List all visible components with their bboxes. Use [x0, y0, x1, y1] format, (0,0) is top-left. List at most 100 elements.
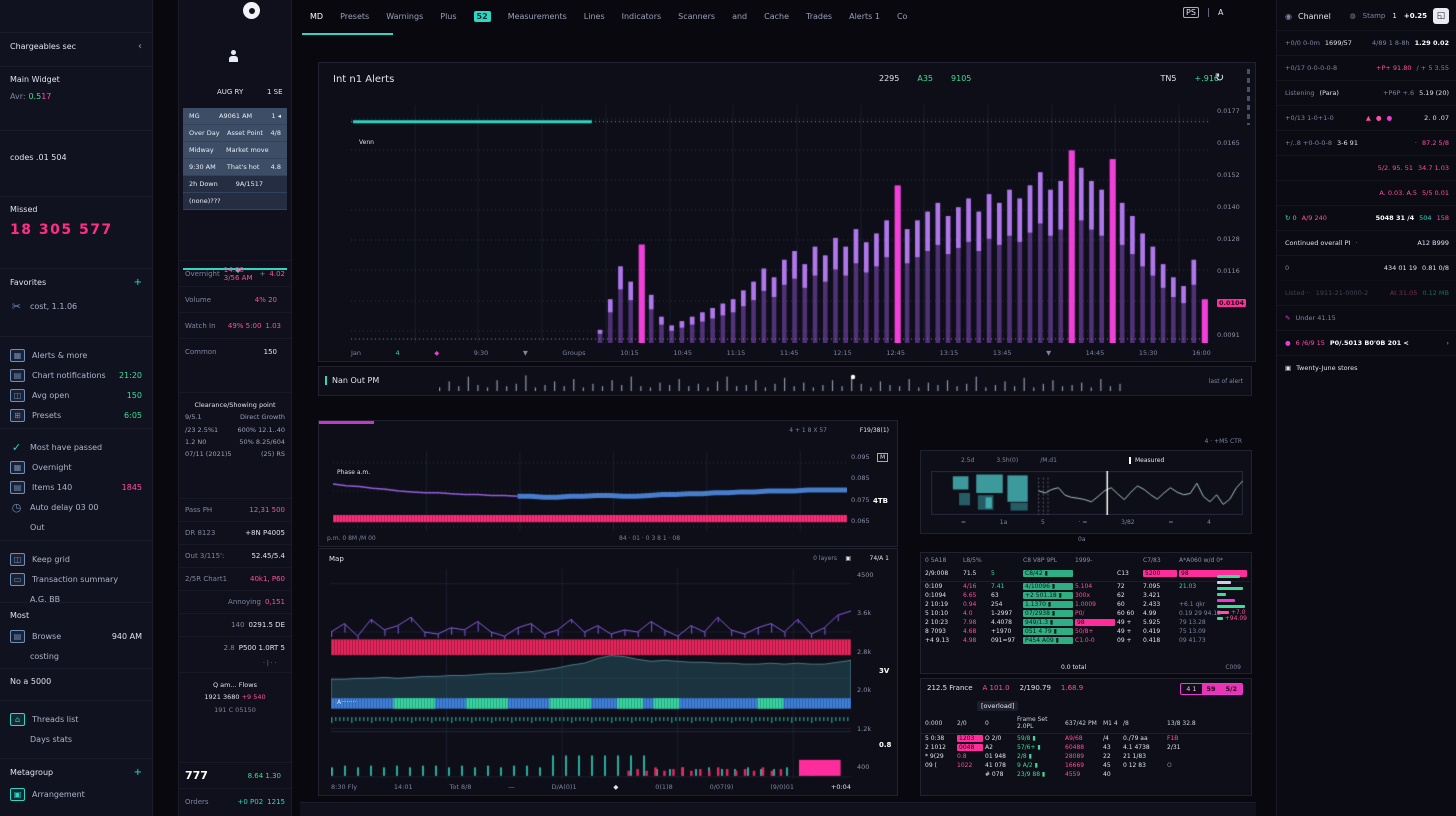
- sidebar-item[interactable]: ◷ Auto delay 03 00: [10, 497, 142, 517]
- order-row[interactable]: ✎ Under 41.15: [1277, 305, 1456, 330]
- order-row[interactable]: +0/0 0-0m 1699/57 4/89 1 8-8h 1.29 0.02: [1277, 30, 1456, 55]
- sidebar-item[interactable]: ▦ Overnight: [10, 457, 142, 477]
- metric-row[interactable]: Common 150: [179, 338, 291, 364]
- stat-row[interactable]: 2/5R Chart1 40k1, P60: [179, 567, 291, 590]
- footer-row[interactable]: 777 8.64 1.30: [179, 762, 291, 788]
- stat-row[interactable]: 2.8 P500 1.0RT 5: [179, 636, 291, 659]
- cell: 23/9 88 ▮: [1017, 771, 1046, 778]
- order-row[interactable]: A. 0.03. A.5 5/5 0.01: [1277, 180, 1456, 205]
- stat-row[interactable]: Annoying 0,151: [179, 590, 291, 613]
- order-row[interactable]: ▣ Twenty-June stores: [1277, 355, 1456, 380]
- order-row[interactable]: +/..8 +0-0-0-8 3-6 91 · 87.2 5/8: [1277, 130, 1456, 155]
- table-row[interactable]: * 9(29 0.8 01 948 2/8 ▮ 28089 22 21 1/83: [921, 752, 1251, 761]
- sidebar-item[interactable]: ◫ Keep grid: [10, 549, 142, 569]
- mini1-tools[interactable]: 4 + 1 8 X 57: [789, 427, 827, 434]
- stat-row[interactable]: 140 0291.5 DE: [179, 613, 291, 636]
- collapse-icon[interactable]: ‹: [138, 41, 142, 52]
- sidebar-item[interactable]: Days stats: [10, 729, 142, 749]
- nav-tab[interactable]: and: [732, 11, 748, 21]
- stat-row[interactable]: Pass PH 12,31 500: [179, 498, 291, 521]
- filter-button[interactable]: 4 1: [1186, 685, 1197, 693]
- mini1-canvas[interactable]: [333, 451, 847, 531]
- nav-tab[interactable]: Lines: [583, 11, 605, 21]
- sidebar-item[interactable]: ⌂ Threads list: [10, 709, 142, 729]
- nav-tab[interactable]: Indicators: [621, 11, 662, 21]
- table-row[interactable]: 2 10:23 7.98 4.4078 949/1.3 ▮ 98 49 + 5.925 79 …: [921, 618, 1251, 627]
- table-row[interactable]: 2/9:008 71.5 5 C8/42 ▮ C13 5200 98: [921, 569, 1251, 578]
- table-row[interactable]: 2 10:19 0.94 254 1.1370 ▮ 1.0009 60 2.433 +6.1 …: [921, 600, 1251, 609]
- order-row[interactable]: +0/17 0-0-0-0-8 +P+ 91.80 / + 5 3.55: [1277, 55, 1456, 80]
- metric-row[interactable]: Watch In 49% 5:00 1.03: [179, 312, 291, 338]
- order-row[interactable]: Listening (Para) +P6P +.6 5.19 (20): [1277, 80, 1456, 105]
- nav-tab[interactable]: Cache: [764, 11, 790, 21]
- sidebar-item[interactable]: ▣ Arrangement: [10, 784, 142, 804]
- table-row[interactable]: 8 7093 4.68 +1970 051 4 79 ▮ 50/8+ 49 + 0.419 7…: [921, 627, 1251, 636]
- nav-tab[interactable]: Measurements: [507, 11, 567, 21]
- watchlist-row[interactable]: MG A9061 AM 1 ◂: [183, 108, 287, 125]
- main-chart-canvas[interactable]: [351, 105, 1211, 343]
- sidebar-item[interactable]: ▤ Browse 940 AM: [10, 626, 142, 646]
- order-row[interactable]: Listed··· 1911-21-0000-2 At 31.05 0.12 MB: [1277, 280, 1456, 305]
- panel-scrollbar[interactable]: [1247, 69, 1250, 125]
- table-row[interactable]: 5 10:10 4.0 1-2997 07/2938 ▮ P0/60 60 4.99 0.1…: [921, 609, 1251, 618]
- filter-button[interactable]: 5/2: [1220, 684, 1242, 694]
- add-favorite-button[interactable]: +: [133, 277, 142, 288]
- sidebar-item[interactable]: ✓ Most have passed: [10, 437, 142, 457]
- nav-tab[interactable]: 52: [473, 10, 491, 22]
- table-row[interactable]: 2 1012 0048 A2 57/6+ ▮ 60488 43 4.1 4738 2/31: [921, 743, 1251, 752]
- add-metagroup-button[interactable]: +: [133, 767, 142, 778]
- nav-tab[interactable]: Trades: [806, 11, 833, 21]
- table-row[interactable]: 09 (1022 41 078 9 A/2 ▮ 16669 45 0 12 83 O: [921, 761, 1251, 770]
- order-row[interactable]: 5/2. 95. 51 34.7 1.03: [1277, 155, 1456, 180]
- screenshot-icon[interactable]: ◱: [1433, 8, 1449, 24]
- cursor-tool-icon[interactable]: A: [1217, 8, 1224, 17]
- filter-button[interactable]: 59: [1201, 684, 1221, 694]
- sidebar-item[interactable]: ▦ Alerts & more: [10, 345, 142, 365]
- stat-row[interactable]: DR 8123 +8N P4005: [179, 521, 291, 544]
- nav-tab[interactable]: Warnings: [386, 11, 424, 21]
- layers-icon[interactable]: ▣: [845, 555, 851, 562]
- gantt-tools[interactable]: 4 · +M5 CTR: [1204, 438, 1243, 445]
- sidebar-item[interactable]: ◫ Avg open 150: [10, 385, 142, 405]
- watchlist-row[interactable]: Over Day Asset Point 4/8: [183, 125, 287, 142]
- sidebar-item[interactable]: A.G. BB: [10, 589, 142, 609]
- footer-row[interactable]: Orders +0 P02 1215: [179, 788, 291, 814]
- nav-tab[interactable]: MD: [301, 11, 394, 35]
- nav-tab[interactable]: Presets: [340, 11, 370, 21]
- nav-tab[interactable]: Co: [896, 11, 908, 21]
- mini2-canvas[interactable]: [331, 569, 851, 779]
- table-row[interactable]: 5 0:38 1203 O 2/0 59/8 ▮ A9/68/4 0./79 aa F1B: [921, 734, 1251, 743]
- sidebar-item[interactable]: ▭ Transaction summary: [10, 569, 142, 589]
- sidebar-item[interactable]: ▤ Items 140 1845: [10, 477, 142, 497]
- sidebar-item[interactable]: ✂ cost, 1.1.06: [10, 296, 142, 316]
- refresh-icon[interactable]: ↻: [1215, 71, 1225, 84]
- watchlist-row[interactable]: 9:30 AM That's hot 4.8: [183, 159, 287, 176]
- nav-tab[interactable]: Alerts 1: [849, 11, 880, 21]
- table-row[interactable]: 0:1094 6.65 63 +2 501.18 ▮ 300x 62 3.421: [921, 591, 1251, 600]
- nav-tab[interactable]: Plus: [440, 11, 457, 21]
- table-row[interactable]: 0:109 4/16 7.41 4/10096 ▮ 5.104 72 7.095 21.03: [921, 582, 1251, 591]
- watchlist-row[interactable]: 2h Down 9A/1517: [183, 176, 287, 193]
- sidebar-item[interactable]: ▤ Chart notifications 21:20: [10, 365, 142, 385]
- layout-grid-icon[interactable]: PS: [1183, 7, 1199, 18]
- sidebar-item[interactable]: ⊞ Presets 6:05: [10, 405, 142, 425]
- table-row[interactable]: +4 9.13 4.98 091=97 P454 A09 ▮ C1.0-0 09 + 0.4…: [921, 636, 1251, 645]
- record-icon[interactable]: [243, 2, 260, 19]
- order-row[interactable]: +0/13 1-0+1-0 ▲ ● ● 2. 0 .07: [1277, 105, 1456, 130]
- nav-tab[interactable]: Scanners: [678, 11, 716, 21]
- strip-canvas[interactable]: [439, 371, 1129, 393]
- metric-row[interactable]: Volume 4% 20: [179, 286, 291, 312]
- watchlist-row[interactable]: (none)???: [183, 193, 287, 210]
- stat-row[interactable]: Out 3/115': 52.45/5.4: [179, 544, 291, 567]
- order-row[interactable]: 0 434 01 19 0.81 0/8: [1277, 255, 1456, 280]
- order-row[interactable]: Continued overall PI · A12 B999: [1277, 230, 1456, 255]
- order-row[interactable]: ↻ 0 A/9 240 5048 31 /4 504 158: [1277, 205, 1456, 230]
- gantt-canvas[interactable]: [931, 471, 1243, 515]
- order-row[interactable]: ● 6 /6/9 15 P0/.5013 B0'0B 201 < ›: [1277, 330, 1456, 355]
- watchlist-row[interactable]: Midway Market move: [183, 142, 287, 159]
- sidebar-item[interactable]: Out: [10, 517, 142, 537]
- sidebar-item[interactable]: costing: [10, 646, 142, 666]
- table-row[interactable]: # 078 23/9 88 ▮ 4559 40: [921, 770, 1251, 779]
- metric-row[interactable]: Overnight 14:00 3/56 AM + 4.02: [179, 260, 291, 286]
- mini2-layers-label[interactable]: 0 layers: [813, 555, 837, 562]
